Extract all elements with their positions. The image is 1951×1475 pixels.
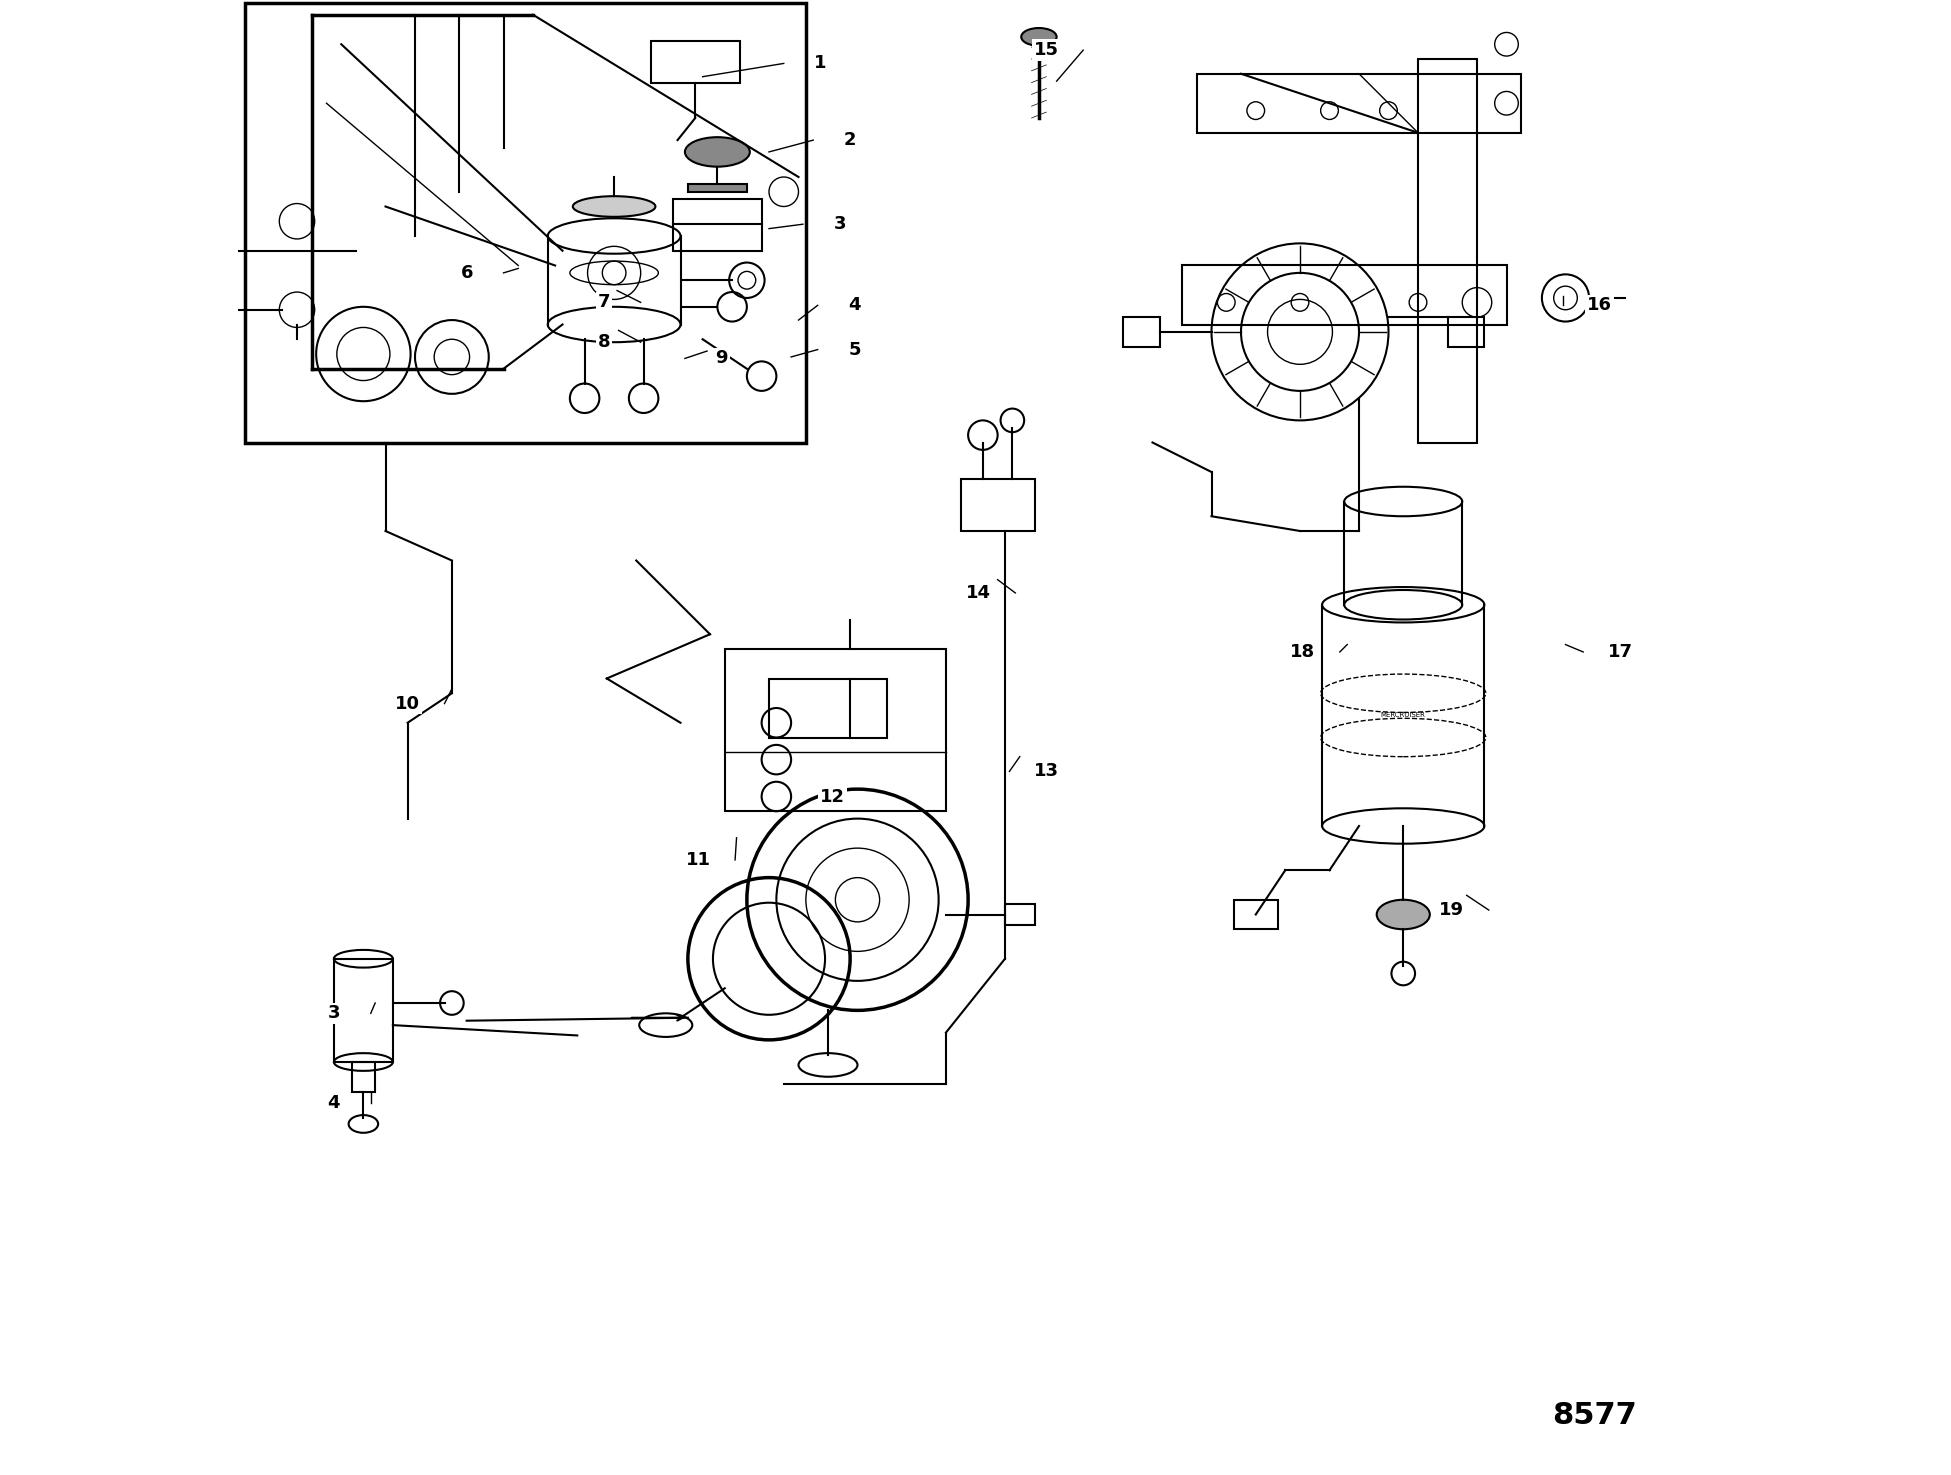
Ellipse shape (685, 137, 749, 167)
Text: 9: 9 (716, 350, 728, 367)
Text: 4: 4 (849, 296, 860, 314)
Bar (1124, 317, 1161, 347)
Text: 18: 18 (1290, 643, 1315, 661)
Bar (673, 199, 761, 251)
Text: 8: 8 (597, 333, 611, 351)
Polygon shape (246, 3, 806, 442)
Text: 12: 12 (819, 788, 845, 805)
Text: 14: 14 (966, 584, 991, 602)
Ellipse shape (574, 196, 656, 217)
Bar (1418, 59, 1477, 442)
Text: 1: 1 (814, 55, 827, 72)
Bar (769, 678, 888, 738)
Text: 3: 3 (328, 1004, 339, 1022)
Ellipse shape (1377, 900, 1430, 929)
Text: 17: 17 (1608, 643, 1633, 661)
Text: 4: 4 (328, 1094, 339, 1112)
Text: 19: 19 (1440, 901, 1465, 919)
Text: 6: 6 (460, 264, 472, 282)
Bar (689, 184, 747, 192)
Bar (724, 649, 946, 811)
Text: 15: 15 (1034, 41, 1059, 59)
Text: 16: 16 (1586, 296, 1612, 314)
Text: 8577: 8577 (1553, 1401, 1637, 1431)
Text: 3: 3 (833, 215, 847, 233)
Text: 7: 7 (597, 294, 611, 311)
Text: 11: 11 (685, 851, 710, 869)
Text: 10: 10 (396, 695, 419, 712)
Ellipse shape (1020, 28, 1057, 46)
Bar (1196, 74, 1522, 133)
Bar (1233, 900, 1278, 929)
Bar (1005, 904, 1034, 925)
Bar (652, 41, 739, 83)
Bar (334, 959, 392, 1062)
Text: 5: 5 (849, 341, 860, 358)
Bar (351, 1062, 375, 1092)
Text: 13: 13 (1034, 763, 1059, 780)
Text: 2: 2 (845, 131, 856, 149)
Text: MERCRUISER: MERCRUISER (1381, 712, 1426, 718)
Bar (1182, 266, 1506, 324)
Bar (1448, 317, 1485, 347)
Bar (960, 479, 1034, 531)
